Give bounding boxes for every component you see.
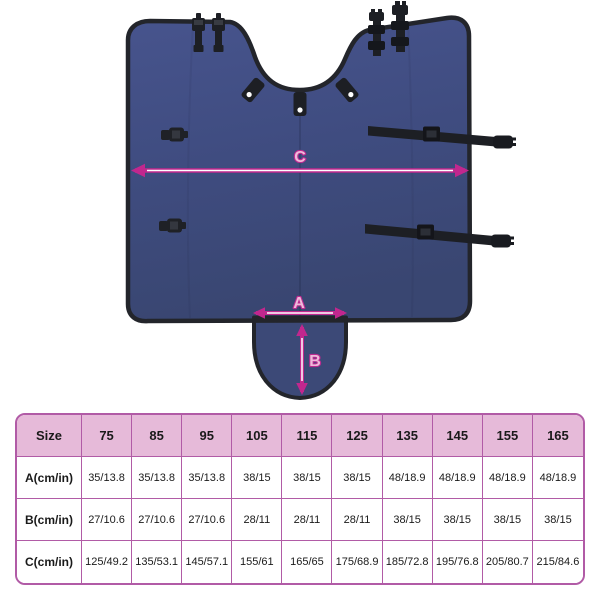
size-table-header: 115 <box>282 415 333 457</box>
dimension-arrow-a: A <box>253 294 347 319</box>
snap-button <box>246 91 252 98</box>
size-table-row-label: A(cm/in) <box>17 457 82 499</box>
front-buckle-right-2 <box>391 1 409 52</box>
size-table-cell: 38/15 <box>432 499 483 541</box>
neck-snap-tab-right <box>335 77 359 103</box>
arrowhead-top <box>296 324 308 336</box>
size-table-cell: 35/13.8 <box>82 457 133 499</box>
size-table-header: Size <box>17 415 82 457</box>
arrowhead-left <box>253 307 265 319</box>
bottom-hem-band <box>252 315 348 323</box>
size-table-cell: 38/15 <box>532 499 583 541</box>
size-table-cell: 48/18.9 <box>432 457 483 499</box>
size-table-cell: 125/49.2 <box>82 541 133 583</box>
size-table-cell: 48/18.9 <box>382 457 433 499</box>
neck-snap-tab-left <box>241 77 265 103</box>
size-table-cell: 185/72.8 <box>382 541 433 583</box>
arrowhead-right <box>455 163 469 178</box>
strap-clip <box>493 135 513 149</box>
dimension-label-c: C <box>294 149 306 166</box>
size-table-cell: 215/84.6 <box>532 541 583 583</box>
size-table-cell: 28/11 <box>282 499 333 541</box>
size-table-cell: 38/15 <box>282 457 333 499</box>
arrowhead-bottom <box>296 383 308 395</box>
strap-clip <box>491 234 511 248</box>
size-table-cell: 195/76.8 <box>432 541 483 583</box>
rug-illustration <box>125 1 516 401</box>
size-table-cell: 35/13.8 <box>132 457 183 499</box>
size-table-cell: 145/57.1 <box>182 541 233 583</box>
size-table-cell: 38/15 <box>382 499 433 541</box>
fabric-crease <box>186 23 194 319</box>
size-table-cell: 205/80.7 <box>482 541 533 583</box>
size-table-cell: 28/11 <box>332 499 383 541</box>
arrowhead-left <box>131 163 145 178</box>
size-table-cell: 48/18.9 <box>532 457 583 499</box>
size-table-header: 105 <box>232 415 283 457</box>
size-table-header: 135 <box>382 415 433 457</box>
size-table-header: 145 <box>432 415 483 457</box>
size-table-cell: 38/15 <box>232 457 283 499</box>
neck-snap-tab-center <box>293 92 307 116</box>
front-clip-left-2 <box>212 13 225 52</box>
front-buckle-right-1 <box>368 9 385 56</box>
size-table-row-label: C(cm/in) <box>17 541 82 583</box>
size-table-cell: 27/10.6 <box>132 499 183 541</box>
size-table-header: 165 <box>532 415 583 457</box>
size-table: Size 75 85 95 105 115 125 135 145 155 16… <box>15 413 585 585</box>
size-table-cell: 165/65 <box>282 541 333 583</box>
dimension-label-b: B <box>309 353 321 370</box>
size-table-header: 75 <box>82 415 133 457</box>
size-table-cell: 38/15 <box>332 457 383 499</box>
rug-dimension-diagram: C A B <box>125 1 516 401</box>
size-table-cell: 35/13.8 <box>182 457 233 499</box>
arrowhead-right <box>335 307 347 319</box>
size-table-header: 125 <box>332 415 383 457</box>
side-strap-right-2 <box>365 224 514 248</box>
size-table-row-label: B(cm/in) <box>17 499 82 541</box>
front-clip-left-1 <box>192 13 205 52</box>
size-table-header: 95 <box>182 415 233 457</box>
dimension-arrow-b: B <box>296 324 322 395</box>
size-table-header: 85 <box>132 415 183 457</box>
fabric-crease <box>407 20 414 318</box>
side-buckle-left-2 <box>159 218 186 233</box>
size-table-cell: 27/10.6 <box>182 499 233 541</box>
snap-button <box>297 107 303 113</box>
side-buckle-left-1 <box>161 127 188 142</box>
size-table-header: 155 <box>482 415 533 457</box>
size-table-cell: 27/10.6 <box>82 499 133 541</box>
size-table-cell: 155/61 <box>232 541 283 583</box>
size-table-cell: 135/53.1 <box>132 541 183 583</box>
size-table-cell: 48/18.9 <box>482 457 533 499</box>
side-strap-right-1 <box>368 126 516 149</box>
size-table-cell: 38/15 <box>482 499 533 541</box>
dimension-label-a: A <box>293 295 305 312</box>
size-table-cell: 175/68.9 <box>332 541 383 583</box>
snap-button <box>348 91 354 98</box>
dimension-arrow-c: C <box>131 148 469 178</box>
size-table-cell: 28/11 <box>232 499 283 541</box>
